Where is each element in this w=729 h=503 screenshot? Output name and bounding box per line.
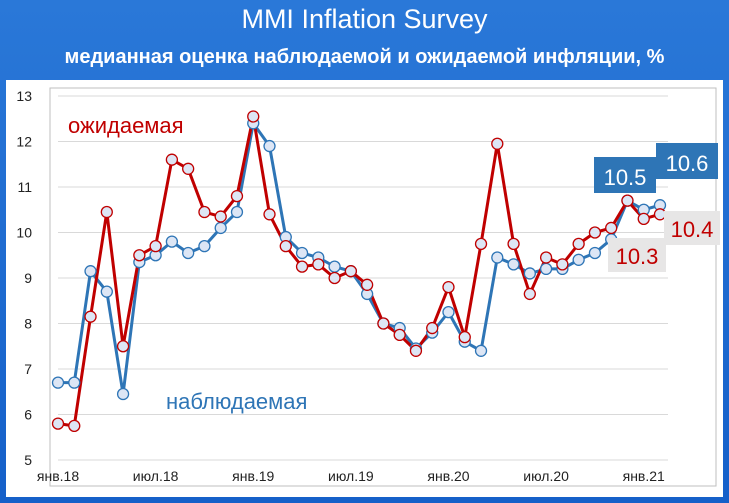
plot-area: 5 6 7 8 9 10 11 12 13 янв.18 июл.18 янв.19 июл.19 янв… (6, 80, 723, 497)
observed-point (572, 253, 585, 266)
chart-subtitle: медианная оценка наблюдаемой и ожидаемой… (64, 46, 665, 68)
expected-point (198, 205, 211, 219)
expected-point (182, 162, 195, 175)
expected-point (328, 271, 341, 285)
chart-title: MMI Inflation Survey (241, 4, 488, 34)
expected-point (605, 221, 618, 235)
expected-point (507, 237, 520, 251)
expected-point (360, 278, 374, 291)
y-tick-label: 10 (16, 225, 32, 241)
callout-expected-prev: 10.3 (616, 244, 659, 269)
observed-point (230, 205, 244, 219)
observed-point (507, 258, 520, 271)
expected-point (263, 208, 276, 221)
expected-point (491, 137, 504, 150)
expected-point (474, 237, 488, 251)
observed-point (68, 376, 81, 389)
callout-expected-last-box (664, 211, 720, 245)
observed-point (100, 285, 113, 298)
expected-point (442, 280, 455, 294)
y-tick-label: 5 (24, 452, 32, 468)
observed-point (165, 235, 179, 248)
x-tick-label: июл.18 (133, 468, 179, 484)
y-tick-label: 6 (24, 407, 32, 423)
observed-point (214, 221, 227, 235)
expected-point (556, 258, 569, 271)
observed-point (491, 251, 504, 264)
y-tick-label: 7 (24, 361, 32, 377)
x-tick-label: янв.19 (232, 468, 274, 484)
expected-point (165, 153, 179, 166)
expected-point (458, 330, 471, 344)
expected-point (149, 239, 162, 253)
line-chart: 5 6 7 8 9 10 11 12 13 янв.18 июл.18 янв.19 июл.19 янв… (16, 87, 720, 487)
expected-point (230, 189, 244, 203)
x-tick-label: янв.21 (623, 468, 665, 484)
callout-observed-prev: 10.5 (604, 165, 647, 190)
y-tick-label: 8 (24, 316, 32, 332)
expected-point (377, 317, 390, 330)
observed-point (442, 305, 455, 319)
expected-point (426, 321, 439, 335)
y-tick-label: 12 (16, 134, 32, 150)
observed-series-label: наблюдаемая (166, 389, 307, 414)
expected-point (344, 265, 358, 278)
observed-point (51, 376, 65, 389)
x-tick-label: янв.18 (37, 468, 79, 484)
expected-point (621, 194, 634, 207)
callout-expected-last: 10.4 (671, 217, 714, 242)
observed-point (182, 246, 195, 260)
expected-point (116, 340, 130, 353)
expected-point (539, 251, 553, 264)
expected-point (588, 226, 602, 239)
observed-point (588, 246, 602, 260)
expected-point (312, 258, 325, 271)
expected-point (572, 237, 585, 251)
observed-point (116, 387, 130, 401)
series-line-expected (57, 114, 661, 428)
y-tick-label: 13 (16, 88, 32, 104)
observed-point (263, 139, 276, 153)
expected-point (409, 344, 423, 357)
callout-observed-prev-box (594, 157, 656, 193)
observed-point (295, 246, 309, 260)
x-tick-label: июл.20 (523, 468, 569, 484)
plot-border (49, 87, 717, 487)
observed-point (474, 344, 488, 357)
expected-point (637, 212, 650, 226)
series-line-observed (58, 121, 661, 396)
x-tick-label: янв.20 (427, 468, 469, 484)
callout-observed-last: 10.6 (666, 151, 709, 176)
expected-point (295, 260, 309, 273)
observed-point (198, 239, 211, 253)
expected-point (51, 417, 65, 430)
expected-point (68, 419, 81, 433)
expected-point (523, 287, 536, 301)
expected-series-label: ожидаемая (68, 113, 184, 138)
observed-point (328, 260, 341, 273)
observed-point (539, 262, 553, 276)
expected-point (247, 110, 260, 123)
expected-point (214, 210, 227, 223)
expected-point (133, 249, 146, 262)
observed-point (84, 265, 97, 278)
expected-point (100, 205, 113, 219)
observed-point (523, 267, 536, 280)
y-tick-label: 11 (17, 179, 32, 195)
expected-point (279, 239, 292, 253)
expected-point (84, 310, 97, 323)
expected-point (393, 328, 406, 342)
callout-expected-prev-box (608, 238, 666, 272)
x-tick-label: июл.19 (328, 468, 374, 484)
callout-observed-last-box (656, 143, 718, 179)
expected-point (653, 208, 667, 221)
y-tick-label: 9 (24, 270, 32, 286)
